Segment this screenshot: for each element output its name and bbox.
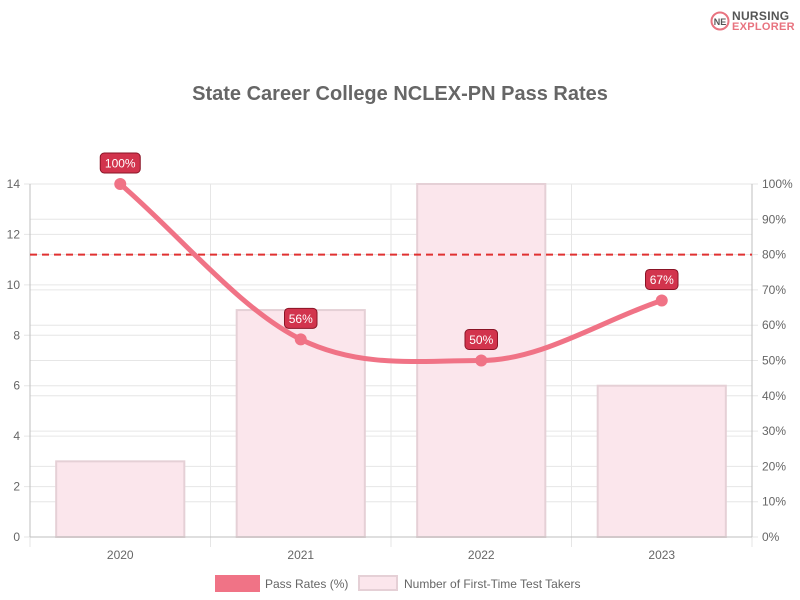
y-left-tick-label: 2 xyxy=(13,480,20,494)
pass-rate-line xyxy=(117,181,665,365)
y-right-tick-label: 30% xyxy=(762,424,786,438)
x-tick-label: 2021 xyxy=(287,548,314,562)
y-left-tick-label: 14 xyxy=(7,177,21,191)
y-right-tick-label: 40% xyxy=(762,389,786,403)
data-label: 50% xyxy=(469,333,493,347)
legend-swatch-pass-rates xyxy=(215,575,260,592)
bar xyxy=(235,309,366,539)
y-left-tick-label: 12 xyxy=(7,227,21,241)
y-right-tick-label: 50% xyxy=(762,354,786,368)
legend[interactable]: Pass Rates (%) Number of First-Time Test … xyxy=(215,575,580,592)
data-label-group: 56% xyxy=(284,307,318,329)
y-left-tick-label: 0 xyxy=(13,530,20,544)
y-right-tick-label: 100% xyxy=(762,177,793,191)
data-label: 100% xyxy=(105,157,136,171)
legend-item-pass-rates[interactable]: Pass Rates (%) xyxy=(215,575,348,592)
pass-rate-point xyxy=(655,294,668,307)
data-label: 67% xyxy=(650,273,674,287)
bar-series xyxy=(55,183,727,539)
bar xyxy=(55,460,186,539)
y-left-tick-label: 4 xyxy=(13,429,20,443)
chart-axes: 0% 10% 20% 30% 40% 50% 60% 70% 80% 90% 100% 0 2 4 6 8 10… xyxy=(7,177,793,562)
svg-text:NE: NE xyxy=(714,17,727,27)
chart-title: State Career College NCLEX-PN Pass Rates xyxy=(192,83,608,105)
y-left-tick-label: 6 xyxy=(13,379,20,393)
data-label-group: 67% xyxy=(645,268,679,290)
x-tick-label: 2022 xyxy=(468,548,495,562)
bar xyxy=(596,384,727,539)
y-left-tick-label: 10 xyxy=(7,278,21,292)
data-label-background xyxy=(284,307,318,329)
y-right-tick-label: 70% xyxy=(762,283,786,297)
y-right-tick-label: 90% xyxy=(762,212,786,226)
data-label-group: 50% xyxy=(464,329,498,350)
legend-label: Number of First-Time Test Takers xyxy=(404,577,580,591)
data-label-background xyxy=(464,329,498,350)
data-label: 56% xyxy=(289,312,313,326)
pass-rate-point xyxy=(294,333,307,346)
y-right-tick-label: 0% xyxy=(762,530,780,544)
y-left-tick-label: 8 xyxy=(13,328,20,342)
data-label-background xyxy=(645,268,679,290)
brand-logo: NE NURSING EXPLORER xyxy=(710,9,795,35)
data-labels: 100% 56% 50% 67% xyxy=(99,152,679,350)
legend-label: Pass Rates (%) xyxy=(265,577,348,591)
brand-name-line1: NURSING xyxy=(732,9,790,23)
pass-rate-point xyxy=(114,178,127,190)
legend-item-test-takers[interactable]: Number of First-Time Test Takers xyxy=(358,575,580,591)
data-label-group: 100% xyxy=(99,152,141,174)
brand-name-line2: EXPLORER xyxy=(732,21,795,33)
pass-rate-point xyxy=(475,354,488,367)
nursing-explorer-logo-icon: NE xyxy=(710,11,730,31)
y-right-tick-label: 60% xyxy=(762,318,786,332)
x-tick-label: 2023 xyxy=(648,548,675,562)
legend-swatch-test-takers xyxy=(358,575,398,591)
line-series xyxy=(114,178,668,367)
x-tick-label: 2020 xyxy=(107,548,134,562)
y-right-tick-label: 80% xyxy=(762,248,786,262)
data-label-background xyxy=(99,152,141,174)
y-right-tick-label: 20% xyxy=(762,459,786,473)
y-right-tick-label: 10% xyxy=(762,495,786,509)
